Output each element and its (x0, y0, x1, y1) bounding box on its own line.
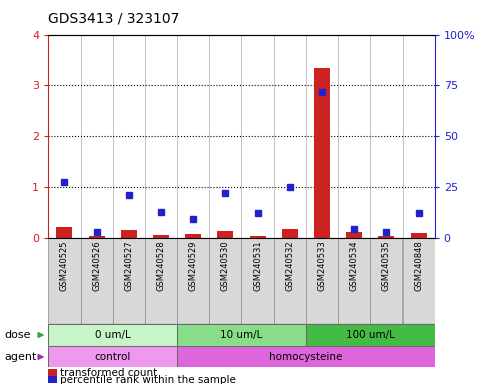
Text: GSM240532: GSM240532 (285, 241, 294, 291)
Bar (282, 229, 298, 238)
Bar (177, 238, 209, 324)
Text: GSM240526: GSM240526 (92, 241, 101, 291)
Text: agent: agent (5, 352, 37, 362)
Text: GSM240525: GSM240525 (60, 241, 69, 291)
Text: 0 um/L: 0 um/L (95, 330, 130, 340)
Bar (378, 235, 395, 238)
Text: 100 um/L: 100 um/L (346, 330, 395, 340)
Bar (346, 232, 362, 238)
Bar (242, 238, 274, 324)
Text: 10 um/L: 10 um/L (220, 330, 263, 340)
Bar (306, 324, 435, 346)
Bar (185, 234, 201, 238)
Bar (314, 68, 330, 238)
Bar (338, 238, 370, 324)
Text: control: control (95, 352, 131, 362)
Bar (177, 346, 435, 367)
Bar (250, 235, 266, 238)
Bar (113, 238, 145, 324)
Bar (411, 233, 426, 238)
Bar (48, 238, 81, 324)
Bar (217, 232, 233, 238)
Text: dose: dose (5, 330, 31, 340)
Text: GDS3413 / 323107: GDS3413 / 323107 (48, 12, 180, 25)
Text: GSM240534: GSM240534 (350, 241, 359, 291)
Text: GSM240529: GSM240529 (189, 241, 198, 291)
Bar (402, 238, 435, 324)
Bar (57, 227, 72, 238)
Text: GSM240531: GSM240531 (253, 241, 262, 291)
Text: homocysteine: homocysteine (269, 352, 342, 362)
Bar (48, 324, 177, 346)
Bar (177, 324, 306, 346)
Bar (145, 238, 177, 324)
Bar (370, 238, 402, 324)
Bar (88, 235, 105, 238)
Text: GSM240528: GSM240528 (156, 241, 166, 291)
Bar (274, 238, 306, 324)
Text: GSM240530: GSM240530 (221, 241, 230, 291)
Text: GSM240527: GSM240527 (124, 241, 133, 291)
Text: GSM240848: GSM240848 (414, 241, 423, 291)
Text: transformed count: transformed count (60, 368, 157, 378)
Bar (153, 235, 169, 238)
Bar (306, 238, 338, 324)
Text: GSM240533: GSM240533 (317, 241, 327, 291)
Text: percentile rank within the sample: percentile rank within the sample (60, 375, 236, 384)
Bar (209, 238, 242, 324)
Bar (48, 346, 177, 367)
Bar (81, 238, 113, 324)
Bar (121, 230, 137, 238)
Text: GSM240535: GSM240535 (382, 241, 391, 291)
